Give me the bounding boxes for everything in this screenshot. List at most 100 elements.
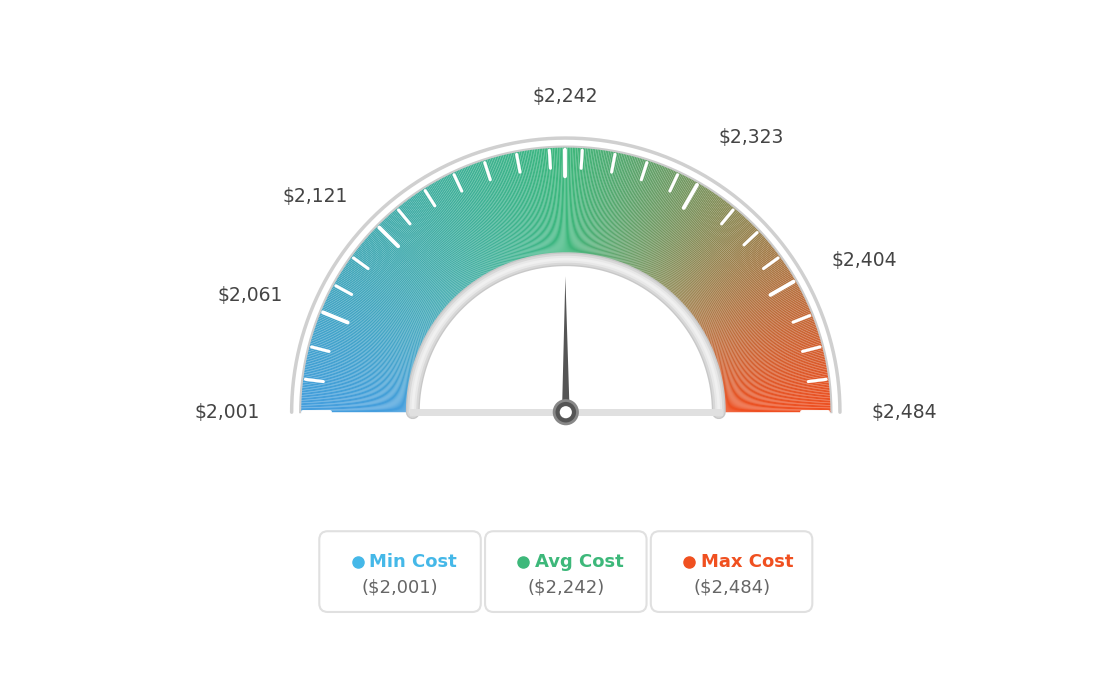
Wedge shape (573, 147, 581, 259)
Wedge shape (718, 375, 829, 392)
Wedge shape (508, 152, 533, 263)
Wedge shape (688, 252, 778, 321)
Wedge shape (304, 369, 415, 388)
Wedge shape (435, 180, 491, 279)
Wedge shape (321, 306, 425, 353)
Wedge shape (593, 150, 614, 262)
Wedge shape (376, 224, 457, 305)
Wedge shape (471, 164, 512, 269)
Wedge shape (622, 165, 664, 270)
Wedge shape (690, 257, 783, 324)
Wedge shape (308, 346, 417, 375)
Wedge shape (389, 213, 465, 298)
Wedge shape (355, 248, 446, 318)
Wedge shape (697, 274, 794, 333)
Wedge shape (306, 357, 416, 382)
Wedge shape (671, 219, 750, 302)
Wedge shape (418, 190, 481, 285)
Wedge shape (596, 152, 620, 262)
Wedge shape (620, 164, 662, 270)
Wedge shape (301, 386, 414, 398)
Wedge shape (662, 206, 735, 295)
Wedge shape (591, 150, 611, 262)
Wedge shape (319, 313, 424, 356)
Wedge shape (529, 149, 545, 261)
Wedge shape (362, 240, 449, 314)
Wedge shape (683, 243, 772, 315)
Wedge shape (648, 188, 710, 284)
Polygon shape (562, 276, 570, 412)
Wedge shape (566, 146, 570, 259)
Text: Max Cost: Max Cost (701, 553, 794, 571)
Wedge shape (554, 147, 560, 259)
Wedge shape (652, 193, 718, 287)
Wedge shape (648, 189, 711, 284)
Wedge shape (708, 315, 814, 357)
Wedge shape (636, 176, 689, 277)
Wedge shape (447, 174, 498, 275)
Wedge shape (640, 180, 697, 279)
Wedge shape (479, 161, 517, 268)
Wedge shape (672, 222, 753, 304)
Wedge shape (405, 199, 475, 290)
Wedge shape (305, 361, 416, 384)
Wedge shape (358, 246, 447, 317)
Wedge shape (535, 148, 550, 260)
Wedge shape (719, 404, 831, 408)
Wedge shape (643, 182, 700, 280)
Wedge shape (714, 349, 825, 377)
Wedge shape (426, 186, 486, 282)
Wedge shape (647, 187, 708, 283)
Wedge shape (705, 305, 809, 351)
Wedge shape (436, 179, 492, 279)
Wedge shape (601, 154, 628, 264)
Wedge shape (302, 373, 414, 390)
Wedge shape (306, 354, 416, 380)
Wedge shape (676, 228, 758, 307)
Wedge shape (327, 295, 428, 345)
Wedge shape (449, 172, 500, 275)
Wedge shape (300, 402, 413, 407)
Wedge shape (705, 304, 809, 351)
Wedge shape (571, 147, 576, 259)
Wedge shape (317, 317, 423, 359)
Wedge shape (310, 337, 420, 370)
Wedge shape (353, 252, 444, 321)
Wedge shape (545, 147, 555, 259)
Wedge shape (476, 161, 514, 268)
Wedge shape (710, 326, 817, 363)
Wedge shape (305, 364, 415, 386)
Wedge shape (383, 219, 461, 302)
Wedge shape (330, 288, 431, 342)
Wedge shape (675, 224, 755, 305)
Wedge shape (318, 315, 424, 357)
Wedge shape (583, 148, 597, 260)
Wedge shape (712, 332, 819, 367)
Wedge shape (678, 230, 761, 308)
Wedge shape (657, 199, 726, 290)
Wedge shape (367, 235, 452, 311)
Wedge shape (425, 186, 486, 282)
Wedge shape (639, 179, 696, 279)
Wedge shape (715, 359, 827, 382)
Wedge shape (401, 204, 471, 293)
Wedge shape (699, 280, 797, 337)
Wedge shape (491, 157, 524, 265)
Wedge shape (542, 148, 553, 259)
Wedge shape (312, 332, 420, 367)
Wedge shape (302, 379, 414, 394)
Wedge shape (638, 178, 692, 277)
Wedge shape (544, 147, 554, 259)
Wedge shape (719, 411, 831, 412)
Wedge shape (300, 392, 413, 402)
Wedge shape (429, 184, 488, 281)
Wedge shape (661, 204, 733, 293)
Wedge shape (718, 384, 830, 397)
Wedge shape (710, 322, 816, 362)
Wedge shape (482, 159, 519, 267)
Wedge shape (386, 215, 464, 299)
Wedge shape (431, 183, 489, 281)
Wedge shape (719, 399, 831, 406)
Wedge shape (531, 148, 546, 261)
Wedge shape (618, 163, 659, 269)
